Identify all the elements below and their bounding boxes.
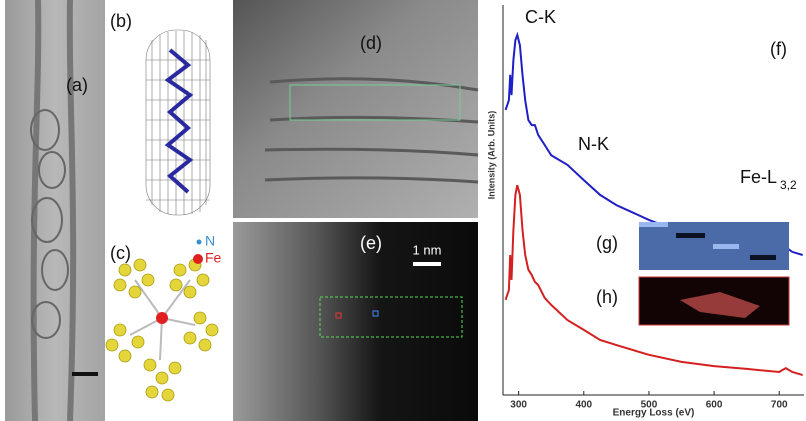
panel-label: (a)	[66, 75, 88, 95]
legend-n-marker	[197, 240, 202, 245]
panel-label: (c)	[110, 243, 131, 263]
peak-label: N-K	[578, 134, 609, 154]
inset-label: (g)	[596, 233, 618, 253]
scale-bar-e	[413, 262, 441, 266]
scale-bar-label: 1 nm	[413, 242, 442, 257]
figure: (a) (b) (c) N Fe (d) 1 nm (e) 3004005006…	[0, 0, 806, 421]
x-axis-label: Energy Loss (eV)	[613, 408, 695, 419]
scale-bar-a	[72, 372, 98, 376]
panel-label: (f)	[770, 39, 787, 59]
panel-label: (e)	[360, 233, 382, 253]
panel-label: (b)	[110, 11, 132, 31]
legend-fe: Fe	[205, 250, 222, 266]
peak-label: C-K	[525, 7, 556, 27]
legend-fe-marker	[193, 254, 203, 264]
y-axis-label: Intensity (Arb. Units)	[486, 111, 496, 200]
molecule-chain	[168, 50, 190, 192]
map-g-pixel	[697, 233, 705, 238]
legend-n: N	[205, 233, 215, 249]
panel-label: (d)	[360, 33, 382, 53]
map-g-pixel	[660, 222, 668, 227]
peak-label-subscript: 3,2	[780, 178, 797, 192]
fe-atom	[156, 312, 168, 324]
map-g-pixel	[731, 244, 739, 249]
x-tick-label: 700	[771, 400, 788, 411]
peak-label: Fe-L	[740, 167, 777, 187]
tem-image-a	[5, 0, 105, 421]
x-tick-label: 400	[575, 400, 592, 411]
x-tick-label: 300	[510, 400, 527, 411]
map-g-pixel	[768, 255, 776, 260]
x-tick-label: 600	[706, 400, 723, 411]
inset-label: (h)	[596, 287, 618, 307]
tem-image-d	[233, 0, 478, 218]
